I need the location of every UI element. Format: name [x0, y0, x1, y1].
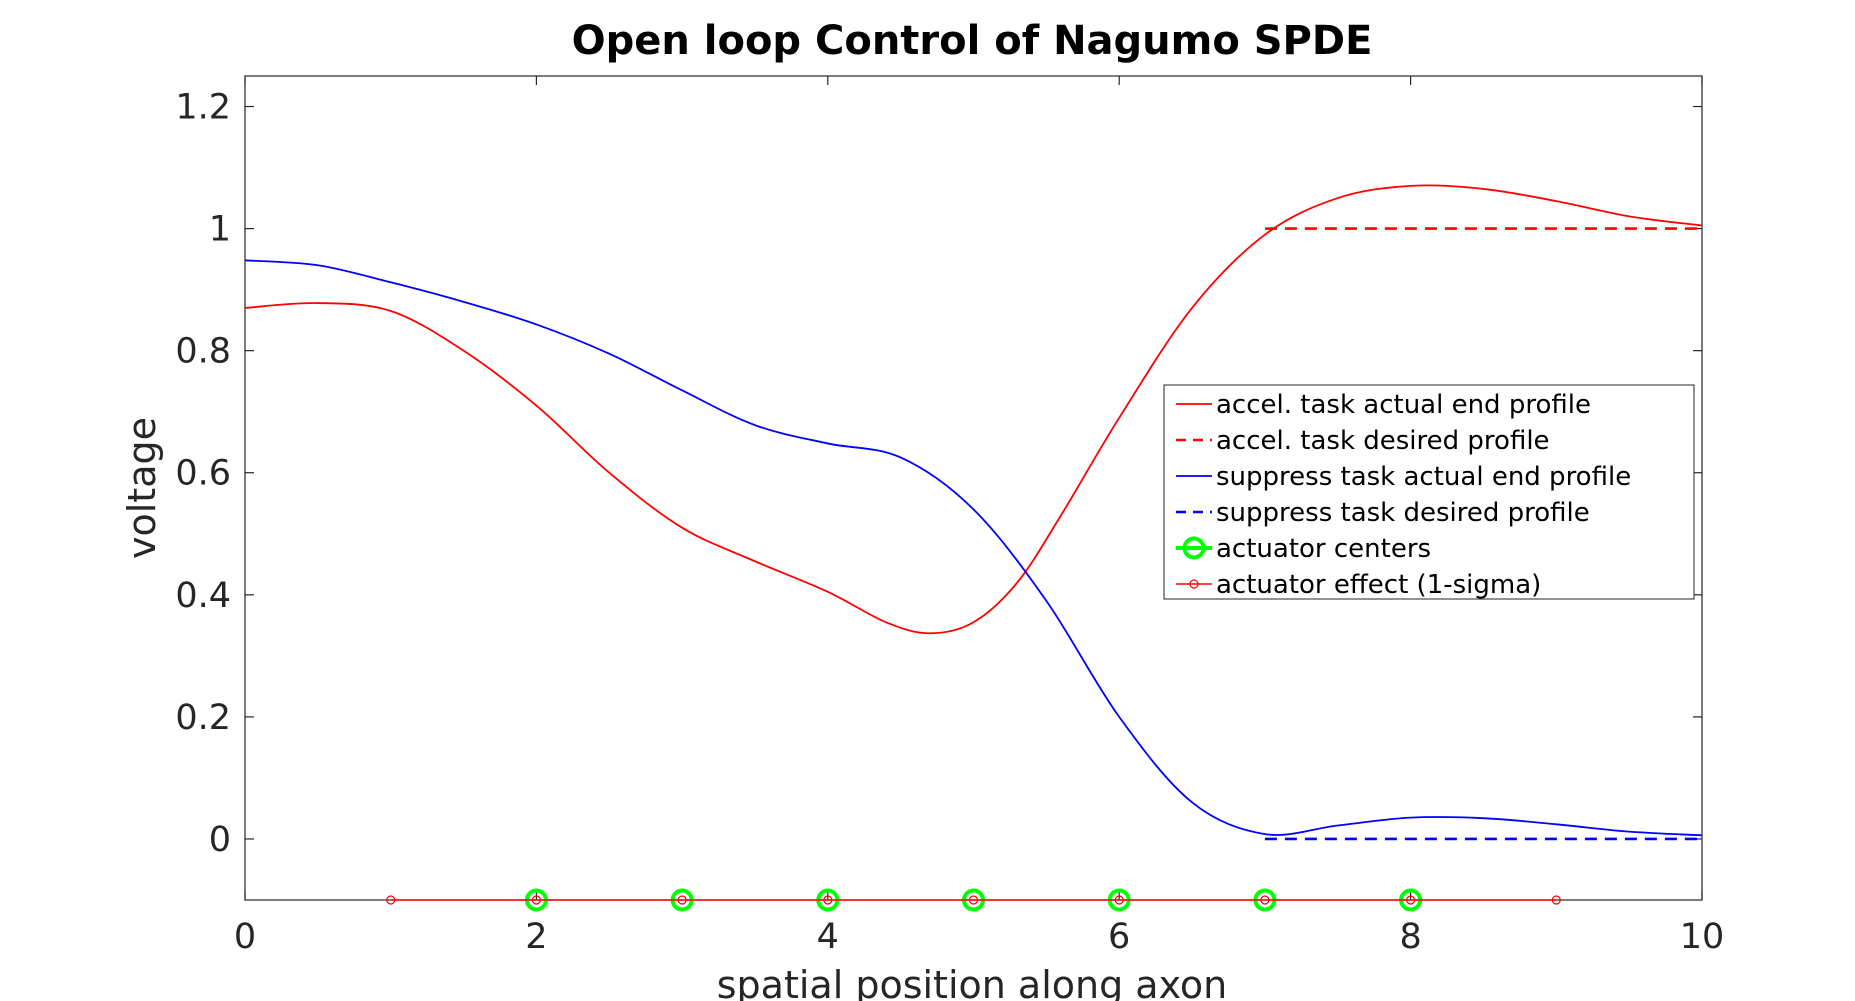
y-tick-label: 0.8	[175, 332, 231, 372]
legend-label: actuator centers	[1216, 534, 1431, 564]
legend-label: suppress task actual end profile	[1216, 462, 1631, 492]
data-point	[1551, 895, 1561, 905]
series-group	[245, 259, 1702, 837]
y-tick-label: 0	[209, 820, 231, 860]
data-point	[386, 895, 396, 905]
x-tick-label: 2	[525, 917, 547, 957]
legend-label: accel. task desired profile	[1216, 426, 1550, 456]
legend-box	[1163, 384, 1695, 600]
y-tick-label: 1	[209, 210, 231, 250]
x-tick-label: 0	[234, 917, 256, 957]
series-group	[245, 184, 1702, 635]
legend-label: actuator effect (1-sigma)	[1216, 570, 1541, 600]
chart-title: Open loop Control of Nagumo SPDE	[572, 18, 1373, 64]
data-point	[968, 895, 979, 905]
series-line	[245, 184, 1702, 635]
series-line	[245, 259, 1702, 837]
x-tick-label: 6	[1108, 917, 1130, 957]
legend: accel. task actual end profile accel. tas…	[1163, 384, 1695, 600]
data-point	[1260, 895, 1270, 905]
data-point	[531, 895, 542, 905]
x-tick-label: 10	[1680, 917, 1725, 957]
x-tick-label: 8	[1399, 917, 1421, 957]
legend-marker	[1182, 536, 1206, 560]
x-tick-label: 4	[817, 917, 839, 957]
data-point	[823, 895, 833, 905]
data-point	[1114, 895, 1124, 905]
y-tick-label: 0.4	[175, 576, 231, 616]
legend-label: suppress task desired profile	[1216, 498, 1590, 528]
data-point	[1405, 895, 1416, 905]
data-point	[677, 895, 687, 905]
plot-area: 0 2 4 6 8 10 0 0.2 0.4 0.6 0.8 1 1.2	[175, 75, 1725, 957]
y-axis-label: voltage	[120, 417, 164, 559]
x-axis-label: spatial position along axon	[717, 963, 1228, 1001]
legend-label: accel. task actual end profile	[1216, 390, 1591, 420]
y-tick-label: 0.2	[175, 698, 231, 738]
y-tick-label: 1.2	[175, 88, 231, 128]
legend-marker	[1189, 579, 1199, 589]
y-tick-label: 0.6	[175, 454, 231, 494]
